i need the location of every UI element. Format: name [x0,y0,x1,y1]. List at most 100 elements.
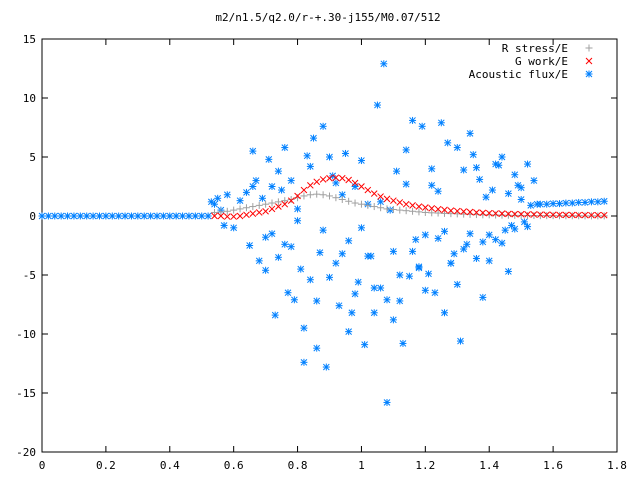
data-point [441,209,448,217]
series-acoustic-flux-e [38,60,608,406]
data-point [294,217,302,225]
data-point [431,289,439,297]
data-point [549,200,557,208]
data-point [479,238,487,246]
data-point [441,309,448,317]
data-point [434,187,442,195]
data-point [524,212,532,220]
data-point [517,211,525,219]
data-point [498,211,506,219]
data-point [294,205,302,213]
data-point [600,197,608,205]
data-point [364,201,372,209]
data-point [485,209,493,217]
axis-ticks: 0 0.2 0.4 0.6 0.8 1 1.2 1.4 1.6 1.8 -20 -15 -10 -5 0 5 1… [16,33,627,472]
data-point [211,208,218,216]
data-point [211,200,218,208]
data-point [594,211,602,219]
legend-marker [585,57,593,65]
data-point [511,225,519,233]
data-point [271,311,279,319]
data-point [147,212,155,220]
data-point [300,324,308,332]
data-point [399,339,407,347]
data-point [562,199,570,207]
series-layer [38,60,608,406]
data-point [437,119,445,127]
data-point [530,177,538,185]
data-point [364,186,372,194]
data-point [274,167,282,175]
data-point [380,60,388,68]
data-point [527,201,535,209]
data-point [587,198,595,206]
legend-label: Acoustic flux/E [469,68,568,81]
data-point [297,265,305,273]
data-point [255,201,263,209]
data-point [345,197,353,205]
data-point [153,212,161,220]
data-point [307,181,314,189]
data-point [524,223,532,231]
x-tick-label: 1 [358,459,365,472]
data-point [332,259,340,267]
data-point [402,180,410,188]
data-point [536,200,544,208]
data-point [281,200,289,208]
data-point [536,212,544,220]
data-point [370,203,378,211]
data-point [252,177,260,185]
data-point [402,146,410,154]
y-tick-label: -10 [16,328,36,341]
data-point [390,197,397,204]
data-point [587,212,595,220]
x-tick-label: 0.8 [288,459,308,472]
data-point [466,129,474,137]
data-point [373,101,381,109]
data-point [268,199,276,207]
data-point [249,147,257,155]
data-point [220,221,228,229]
x-tick-label: 1.8 [607,459,627,472]
data-point [428,181,436,189]
data-point [396,297,404,305]
data-point [568,199,576,207]
data-point [57,212,65,220]
data-point [396,271,404,279]
data-point [236,205,244,213]
series-g-work-e [211,174,608,220]
data-point [575,198,583,206]
data-point [345,328,353,336]
data-point [581,211,589,219]
data-point [396,206,404,214]
data-point [287,177,295,185]
data-point [300,358,308,366]
data-point [191,212,199,220]
data-point [543,212,551,220]
data-point [562,212,570,220]
data-point [364,252,372,260]
data-point [306,191,314,199]
data-point [358,183,365,190]
y-tick-label: 15 [23,33,36,46]
data-point [581,212,589,220]
data-point [543,200,551,208]
data-point [262,266,270,274]
data-point [447,210,455,218]
data-point [556,200,563,208]
y-tick-label: -20 [16,446,36,459]
data-point [402,200,410,208]
data-point [281,144,289,152]
data-point [313,190,321,198]
data-point [249,210,257,217]
data-point [415,208,423,216]
data-point [268,205,276,213]
data-point [504,211,512,219]
data-point [482,193,490,201]
data-point [287,243,295,251]
data-point [246,242,254,249]
data-point [345,237,353,245]
data-point [421,208,429,216]
data-point [249,183,257,190]
data-point [351,199,359,207]
